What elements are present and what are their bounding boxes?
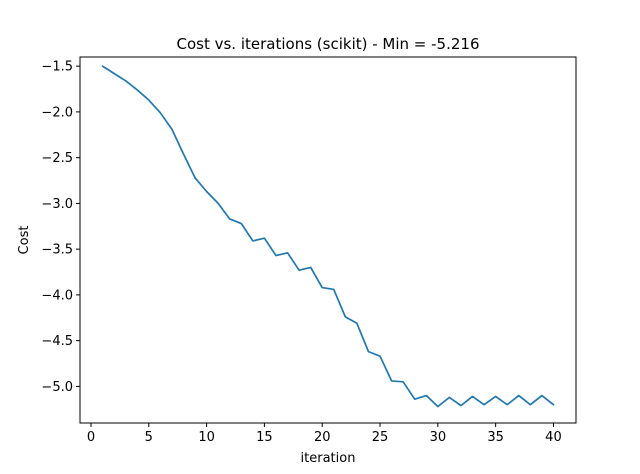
x-tick-label: 25 — [372, 430, 389, 445]
y-tick-label: −4.0 — [41, 288, 73, 303]
y-tick-label: −3.0 — [41, 197, 73, 212]
y-tick-label: −4.5 — [41, 334, 73, 349]
cost-series-line — [103, 66, 554, 406]
axes-ticks: 0 5 10 15 20 25 30 35 40 −1.5 −2.0 −2.5 −3.0 −3.5 −4.0… — [41, 60, 561, 445]
y-tick-label: −2.5 — [41, 151, 73, 166]
x-tick-label: 10 — [198, 430, 215, 445]
x-tick-label: 15 — [256, 430, 273, 445]
chart-title: Cost vs. iterations (scikit) - Min = -5.… — [177, 35, 480, 53]
y-tick-label: −5.0 — [41, 380, 73, 395]
x-tick-label: 20 — [314, 430, 331, 445]
y-axis-label: Cost — [17, 226, 32, 255]
y-tick-label: −3.5 — [41, 243, 73, 258]
x-axis-label: iteration — [301, 451, 356, 466]
x-tick-label: 30 — [430, 430, 447, 445]
y-tick-label: −1.5 — [41, 60, 73, 75]
x-tick-label: 0 — [87, 430, 95, 445]
plot-area — [80, 57, 576, 423]
x-tick-label: 5 — [145, 430, 153, 445]
x-tick-label: 35 — [487, 430, 504, 445]
series-layer — [103, 66, 554, 406]
x-tick-label: 40 — [545, 430, 562, 445]
y-tick-label: −2.0 — [41, 105, 73, 120]
